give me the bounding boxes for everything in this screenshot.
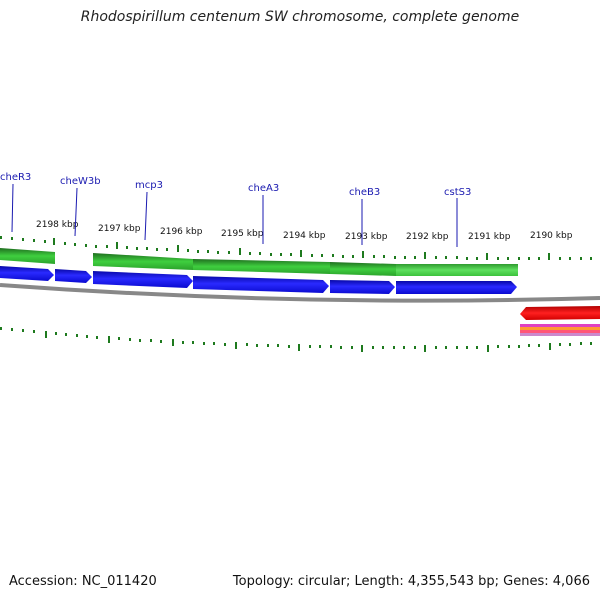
reverse-feature-track[interactable] bbox=[520, 306, 600, 336]
kbp-label: 2191 kbp bbox=[468, 232, 511, 242]
gene-arrow bbox=[193, 276, 329, 293]
gene-label-cheA3: cheA3 bbox=[248, 183, 279, 194]
kbp-label: 2194 kbp bbox=[283, 231, 326, 241]
colored-feature-band bbox=[520, 324, 600, 327]
upper-tick-track bbox=[0, 236, 592, 260]
gene-arrow bbox=[93, 271, 193, 288]
gene-label-cheR3: cheR3 bbox=[0, 172, 31, 183]
forward-gene-track[interactable] bbox=[0, 266, 517, 294]
gene-label-cheB3: cheB3 bbox=[349, 187, 380, 198]
gene-label-group: cheR3 cheW3b mcp3 cheA3 cheB3 cstS3 bbox=[0, 172, 471, 198]
kbp-label: 2192 kbp bbox=[406, 232, 449, 242]
colored-feature-band bbox=[520, 327, 600, 330]
green-feature-segment bbox=[93, 253, 193, 270]
gene-arrow bbox=[330, 280, 395, 294]
map-title: Rhodospirillum centenum SW chromosome, c… bbox=[80, 9, 520, 25]
gene-arrow bbox=[0, 266, 54, 281]
kbp-label: 2198 kbp bbox=[36, 220, 79, 230]
kbp-label: 2197 kbp bbox=[98, 224, 141, 234]
green-feature-segment bbox=[330, 262, 396, 276]
colored-feature-band bbox=[520, 330, 600, 333]
accession-text: Accession: NC_011420 bbox=[9, 574, 157, 589]
colored-feature-band bbox=[520, 333, 600, 336]
green-feature-segment bbox=[193, 259, 330, 274]
green-feature-segment bbox=[396, 264, 518, 276]
kbp-label: 2196 kbp bbox=[160, 227, 203, 237]
gene-label-mcp3: mcp3 bbox=[135, 180, 163, 191]
kbp-label: 2193 kbp bbox=[345, 232, 388, 242]
gene-label-cstS3: cstS3 bbox=[444, 187, 471, 198]
gene-arrow bbox=[55, 269, 92, 283]
gene-leader-lines bbox=[11, 183, 458, 247]
kbp-label-group: 2198 kbp 2197 kbp 2196 kbp 2195 kbp 2194… bbox=[36, 220, 573, 242]
gene-label-cheW3b: cheW3b bbox=[60, 176, 101, 187]
gene-arrow bbox=[396, 281, 517, 294]
kbp-label: 2190 kbp bbox=[530, 231, 573, 241]
genome-backbone bbox=[0, 283, 600, 303]
genome-stats-text: Topology: circular; Length: 4,355,543 bp… bbox=[232, 574, 590, 589]
lower-tick-track bbox=[0, 327, 592, 352]
red-feature bbox=[520, 306, 600, 320]
green-feature-segment bbox=[0, 248, 55, 264]
kbp-label: 2195 kbp bbox=[221, 229, 264, 239]
green-feature-track[interactable] bbox=[0, 248, 518, 276]
